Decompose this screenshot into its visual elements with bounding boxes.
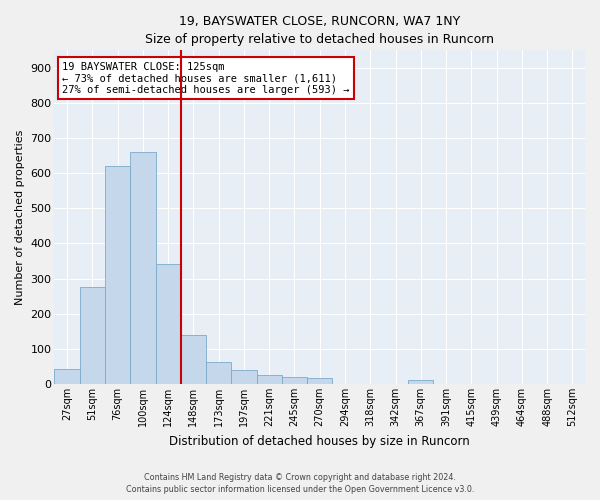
Bar: [55, 369, 80, 384]
Bar: [80, 288, 105, 384]
Bar: [155, 264, 181, 384]
Text: Contains HM Land Registry data © Crown copyright and database right 2024.
Contai: Contains HM Land Registry data © Crown c…: [126, 473, 474, 494]
Y-axis label: Number of detached properties: Number of detached properties: [15, 130, 25, 304]
Bar: [408, 380, 433, 384]
Bar: [130, 152, 155, 384]
Bar: [257, 374, 282, 384]
X-axis label: Distribution of detached houses by size in Runcorn: Distribution of detached houses by size …: [169, 434, 470, 448]
Bar: [232, 370, 257, 384]
Bar: [307, 378, 332, 384]
Bar: [206, 362, 232, 384]
Title: 19, BAYSWATER CLOSE, RUNCORN, WA7 1NY
Size of property relative to detached hous: 19, BAYSWATER CLOSE, RUNCORN, WA7 1NY Si…: [145, 15, 494, 46]
Bar: [181, 335, 206, 384]
Bar: [105, 166, 130, 384]
Text: 19 BAYSWATER CLOSE: 125sqm
← 73% of detached houses are smaller (1,611)
27% of s: 19 BAYSWATER CLOSE: 125sqm ← 73% of deta…: [62, 62, 350, 95]
Bar: [282, 376, 307, 384]
